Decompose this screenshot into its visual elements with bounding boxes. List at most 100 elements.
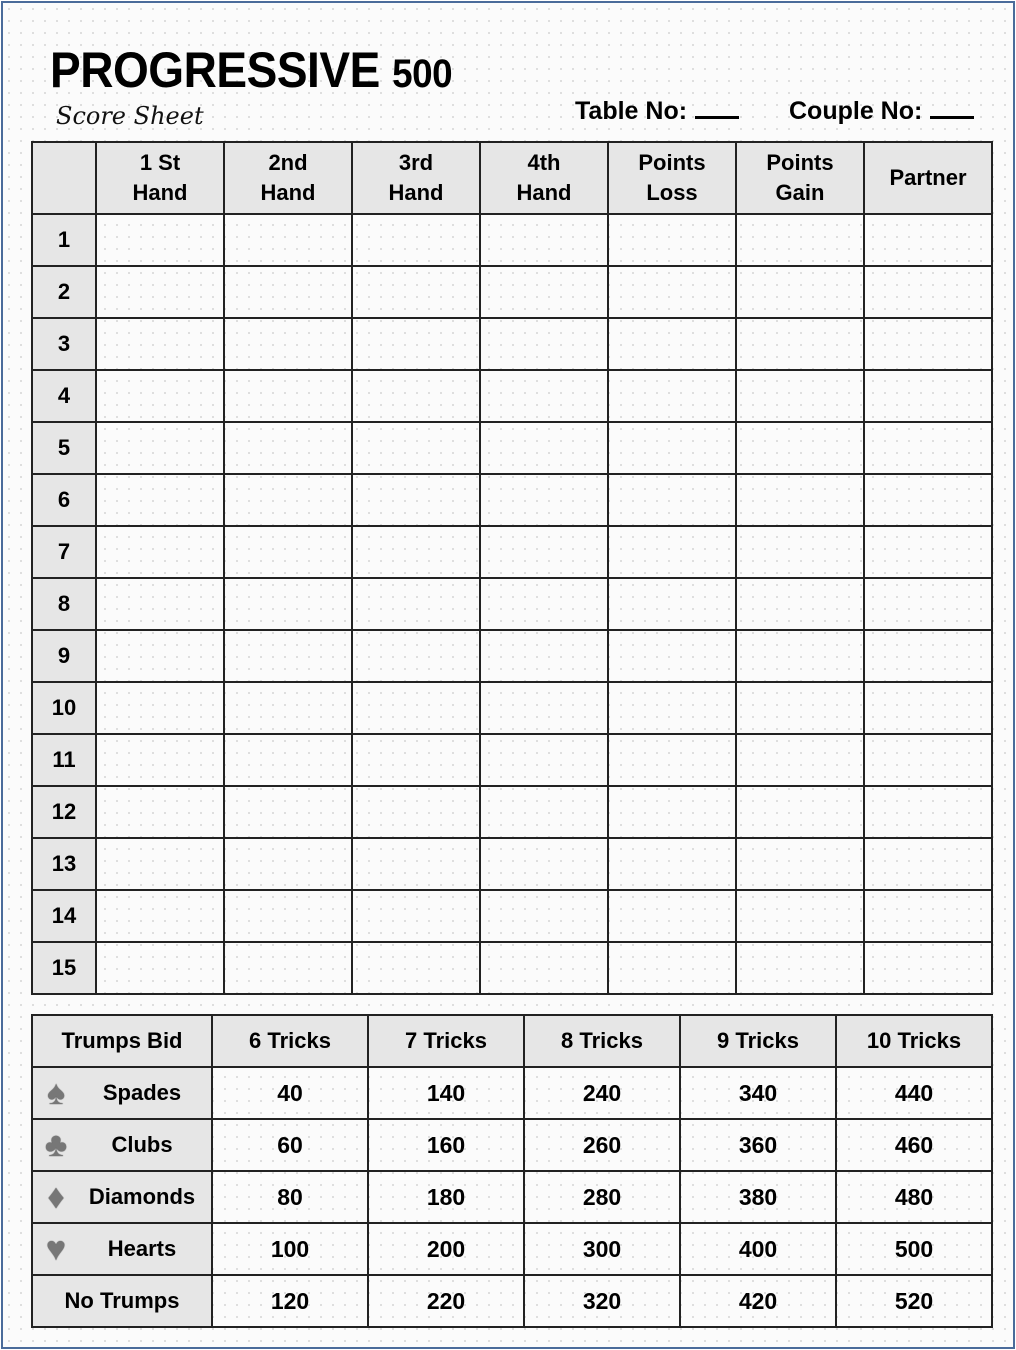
couple-no-blank[interactable] [930,98,975,119]
score-cell[interactable] [607,889,737,943]
score-cell[interactable] [351,213,481,267]
score-cell[interactable] [351,369,481,423]
score-cell[interactable] [351,629,481,683]
score-cell[interactable] [607,733,737,787]
score-cell[interactable] [95,577,225,631]
score-cell[interactable] [479,421,609,475]
table-no-blank[interactable] [695,98,740,119]
score-cell[interactable] [479,837,609,891]
score-cell[interactable] [479,681,609,735]
score-cell[interactable] [607,525,737,579]
score-cell[interactable] [735,265,865,319]
score-cell[interactable] [479,785,609,839]
score-cell[interactable] [863,577,993,631]
score-cell[interactable] [351,525,481,579]
score-cell[interactable] [223,525,353,579]
score-cell[interactable] [223,629,353,683]
score-cell[interactable] [351,577,481,631]
score-cell[interactable] [479,213,609,267]
score-cell[interactable] [863,629,993,683]
score-cell[interactable] [735,681,865,735]
score-cell[interactable] [607,213,737,267]
score-cell[interactable] [863,265,993,319]
score-cell[interactable] [95,733,225,787]
score-cell[interactable] [607,785,737,839]
score-cell[interactable] [479,525,609,579]
score-cell[interactable] [351,889,481,943]
score-cell[interactable] [735,941,865,995]
score-cell[interactable] [607,837,737,891]
score-cell[interactable] [95,421,225,475]
score-cell[interactable] [479,629,609,683]
score-cell[interactable] [863,941,993,995]
score-cell[interactable] [479,577,609,631]
score-cell[interactable] [479,733,609,787]
score-cell[interactable] [351,733,481,787]
score-cell[interactable] [223,733,353,787]
score-cell[interactable] [479,941,609,995]
score-cell[interactable] [223,785,353,839]
score-cell[interactable] [863,369,993,423]
score-cell[interactable] [607,317,737,371]
score-cell[interactable] [95,265,225,319]
score-cell[interactable] [223,369,353,423]
score-cell[interactable] [607,577,737,631]
score-cell[interactable] [351,265,481,319]
score-cell[interactable] [735,629,865,683]
score-cell[interactable] [735,837,865,891]
score-cell[interactable] [351,837,481,891]
score-cell[interactable] [351,317,481,371]
score-cell[interactable] [351,941,481,995]
score-cell[interactable] [607,941,737,995]
score-cell[interactable] [735,733,865,787]
score-cell[interactable] [607,369,737,423]
score-cell[interactable] [863,525,993,579]
couple-no-field[interactable]: Couple No: [789,97,975,126]
score-cell[interactable] [223,421,353,475]
score-cell[interactable] [223,577,353,631]
score-cell[interactable] [479,265,609,319]
table-no-field[interactable]: Table No: [575,97,740,126]
score-cell[interactable] [223,837,353,891]
score-cell[interactable] [95,473,225,527]
score-cell[interactable] [735,213,865,267]
score-cell[interactable] [735,889,865,943]
score-cell[interactable] [95,213,225,267]
score-cell[interactable] [863,317,993,371]
score-cell[interactable] [95,785,225,839]
score-cell[interactable] [351,785,481,839]
score-cell[interactable] [223,473,353,527]
score-cell[interactable] [735,785,865,839]
score-cell[interactable] [735,317,865,371]
score-cell[interactable] [223,265,353,319]
score-cell[interactable] [735,369,865,423]
score-cell[interactable] [607,265,737,319]
score-cell[interactable] [735,525,865,579]
score-cell[interactable] [95,369,225,423]
score-cell[interactable] [735,577,865,631]
score-cell[interactable] [95,889,225,943]
score-cell[interactable] [223,317,353,371]
score-cell[interactable] [479,317,609,371]
score-cell[interactable] [863,889,993,943]
score-cell[interactable] [863,213,993,267]
score-cell[interactable] [863,837,993,891]
score-cell[interactable] [607,681,737,735]
score-cell[interactable] [479,889,609,943]
score-cell[interactable] [863,473,993,527]
score-cell[interactable] [479,369,609,423]
score-cell[interactable] [351,473,481,527]
score-cell[interactable] [95,629,225,683]
score-cell[interactable] [223,889,353,943]
score-cell[interactable] [607,629,737,683]
score-cell[interactable] [95,317,225,371]
score-cell[interactable] [863,681,993,735]
score-cell[interactable] [863,421,993,475]
score-cell[interactable] [735,473,865,527]
score-cell[interactable] [95,681,225,735]
score-cell[interactable] [223,213,353,267]
score-cell[interactable] [223,941,353,995]
score-cell[interactable] [351,421,481,475]
score-cell[interactable] [95,941,225,995]
score-cell[interactable] [607,421,737,475]
